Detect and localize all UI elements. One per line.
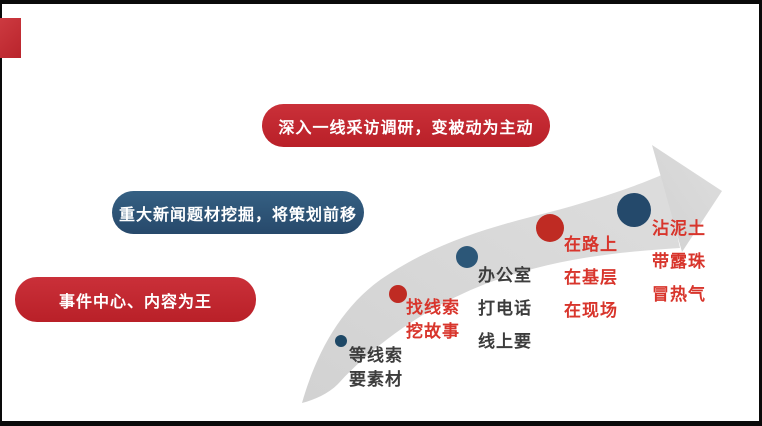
step-line: 在基层 [564, 268, 618, 287]
step-line: 在现场 [564, 301, 618, 320]
step-line: 找线索 [406, 298, 460, 317]
banner-bottom: 事件中心、内容为王 [15, 277, 256, 322]
step-label-1: 等线索 要素材 [349, 344, 403, 392]
banner-middle: 重大新闻题材挖掘，将策划前移 [112, 191, 364, 234]
corner-accent [0, 18, 21, 58]
step-line: 线上要 [478, 332, 532, 351]
step-label-4: 在路上 在基层 在现场 [564, 228, 618, 327]
step-line: 等线索 [349, 346, 403, 365]
step-line: 挖故事 [406, 322, 460, 341]
step-dot-2 [389, 285, 407, 303]
step-label-5: 沾泥土 带露珠 冒热气 [652, 212, 706, 311]
step-dot-3 [456, 246, 478, 268]
step-line: 在路上 [564, 235, 618, 254]
banner-bottom-label: 事件中心、内容为王 [58, 293, 212, 311]
banner-top-label: 深入一线采访调研，变被动为主动 [278, 119, 534, 137]
step-dot-5 [617, 193, 651, 227]
step-line: 打电话 [478, 299, 532, 318]
step-label-2: 找线索 挖故事 [406, 296, 460, 344]
step-label-3: 办公室 打电话 线上要 [478, 259, 532, 358]
step-line: 带露珠 [652, 252, 706, 271]
banner-top: 深入一线采访调研，变被动为主动 [262, 104, 550, 147]
step-dot-4 [536, 214, 564, 242]
slide-canvas: 等线索 要素材 找线索 挖故事 办公室 打电话 线上要 在路上 在基层 在现场 … [2, 4, 759, 421]
arrow-head-icon [652, 145, 722, 252]
growth-arrow [302, 145, 722, 403]
arrow-body [302, 174, 680, 403]
step-line: 冒热气 [652, 285, 706, 304]
banner-middle-label: 重大新闻题材挖掘，将策划前移 [118, 206, 357, 224]
step-line: 办公室 [478, 266, 532, 285]
step-line: 要素材 [349, 370, 403, 389]
step-dot-1 [335, 335, 347, 347]
step-line: 沾泥土 [652, 219, 706, 238]
